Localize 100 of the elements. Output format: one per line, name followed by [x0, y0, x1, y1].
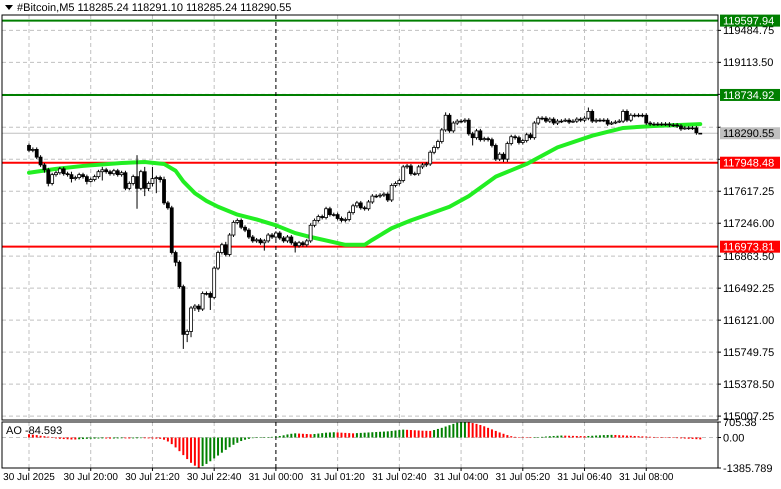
- bar: [228, 438, 231, 448]
- bar: [348, 433, 350, 438]
- candlestick: [135, 154, 139, 210]
- y-tick-label: 705.38: [723, 416, 757, 429]
- candlestick: [100, 166, 104, 181]
- bar: [344, 432, 346, 438]
- candlestick: [324, 206, 328, 220]
- bar: [360, 432, 362, 438]
- bar: [382, 432, 385, 438]
- x-tick-label: 30 Jul 20:00: [63, 472, 118, 483]
- bar: [425, 430, 428, 438]
- bar: [286, 434, 288, 438]
- y-tick-label: 115749.75: [723, 346, 774, 359]
- candlestick: [625, 108, 629, 123]
- candlestick: [200, 290, 205, 312]
- ref-line-label: 119597.94: [723, 15, 774, 28]
- bar: [494, 430, 497, 438]
- bar: [340, 432, 342, 438]
- x-tick-label: 31 Jul 01:20: [310, 472, 366, 483]
- bar: [367, 432, 370, 438]
- candlestick: [84, 174, 89, 185]
- bar: [205, 438, 208, 464]
- bar: [186, 438, 188, 460]
- candlestick: [428, 150, 432, 166]
- bar: [220, 438, 223, 453]
- bar: [487, 428, 490, 438]
- bar: [386, 431, 389, 438]
- bar: [32, 434, 34, 438]
- bar: [490, 429, 493, 438]
- ref-line-label: 118734.92: [723, 90, 774, 102]
- bar: [317, 434, 320, 438]
- ref-line-label: 116973.81: [723, 242, 774, 254]
- x-tick-label: 31 Jul 02:40: [372, 472, 428, 483]
- x-tick-label: 30 Jul 22:40: [186, 472, 242, 483]
- bar: [298, 434, 300, 438]
- bar: [472, 423, 474, 438]
- bar: [310, 434, 312, 438]
- bar: [390, 430, 393, 438]
- bar: [498, 432, 501, 438]
- candlestick: [124, 170, 128, 191]
- bar: [440, 428, 443, 438]
- y-tick-label: 0.00: [723, 432, 744, 444]
- x-tick-label: 30 Jul 21:20: [125, 472, 180, 483]
- bar: [209, 438, 212, 462]
- bar: [483, 426, 486, 438]
- bar: [217, 438, 220, 456]
- bar: [306, 434, 308, 438]
- bar: [456, 422, 458, 438]
- bar: [444, 426, 447, 438]
- bar: [406, 430, 408, 438]
- y-tick-label: 116121.00: [723, 315, 774, 327]
- candlestick: [70, 171, 74, 183]
- bar: [313, 434, 316, 438]
- candlestick: [416, 164, 421, 176]
- candlestick: [162, 176, 166, 206]
- candlestick: [46, 167, 50, 187]
- candlestick: [131, 174, 136, 186]
- candlestick: [239, 218, 244, 230]
- bar: [402, 430, 404, 438]
- bar: [398, 430, 400, 438]
- ref-line-label: 118290.55: [723, 128, 774, 140]
- y-tick-label: 119484.75: [723, 25, 774, 38]
- y-tick-label: -1385.789: [723, 462, 773, 475]
- line-series: [27, 122, 702, 247]
- bar: [610, 434, 613, 438]
- chart-title: #Bitcoin,M5 118285.24 118291.10 118285.24 118290.55: [17, 2, 292, 14]
- y-tick-label: 115378.50: [723, 378, 774, 391]
- candlestick: [390, 182, 394, 202]
- bar: [606, 434, 609, 438]
- candlestick: [50, 172, 54, 186]
- bar: [325, 432, 328, 438]
- bar: [213, 438, 216, 458]
- bar: [356, 433, 358, 438]
- bar: [332, 432, 335, 438]
- bar: [410, 430, 412, 438]
- bar: [436, 428, 439, 438]
- bar: [602, 435, 605, 438]
- bar: [379, 432, 382, 438]
- bar: [302, 434, 304, 438]
- bar: [375, 432, 378, 438]
- candlestick: [246, 228, 251, 240]
- bar: [452, 424, 454, 438]
- y-tick-label: 117617.25: [723, 186, 774, 198]
- bar: [240, 438, 242, 442]
- candlestick: [448, 112, 452, 134]
- bar: [28, 434, 30, 438]
- chart-title: AO -84.593: [6, 425, 62, 437]
- bar: [460, 422, 462, 438]
- bar: [464, 422, 466, 438]
- bar: [232, 438, 234, 445]
- y-tick-label: 116492.25: [723, 283, 774, 296]
- y-tick-label: 116863.50: [723, 251, 774, 264]
- y-tick-label: 117246.00: [723, 218, 774, 230]
- candlestick: [621, 108, 625, 124]
- bar: [328, 432, 331, 438]
- bar: [224, 438, 227, 450]
- bar: [174, 438, 177, 448]
- bar: [502, 434, 505, 438]
- candlestick: [590, 108, 594, 124]
- bar: [352, 433, 354, 438]
